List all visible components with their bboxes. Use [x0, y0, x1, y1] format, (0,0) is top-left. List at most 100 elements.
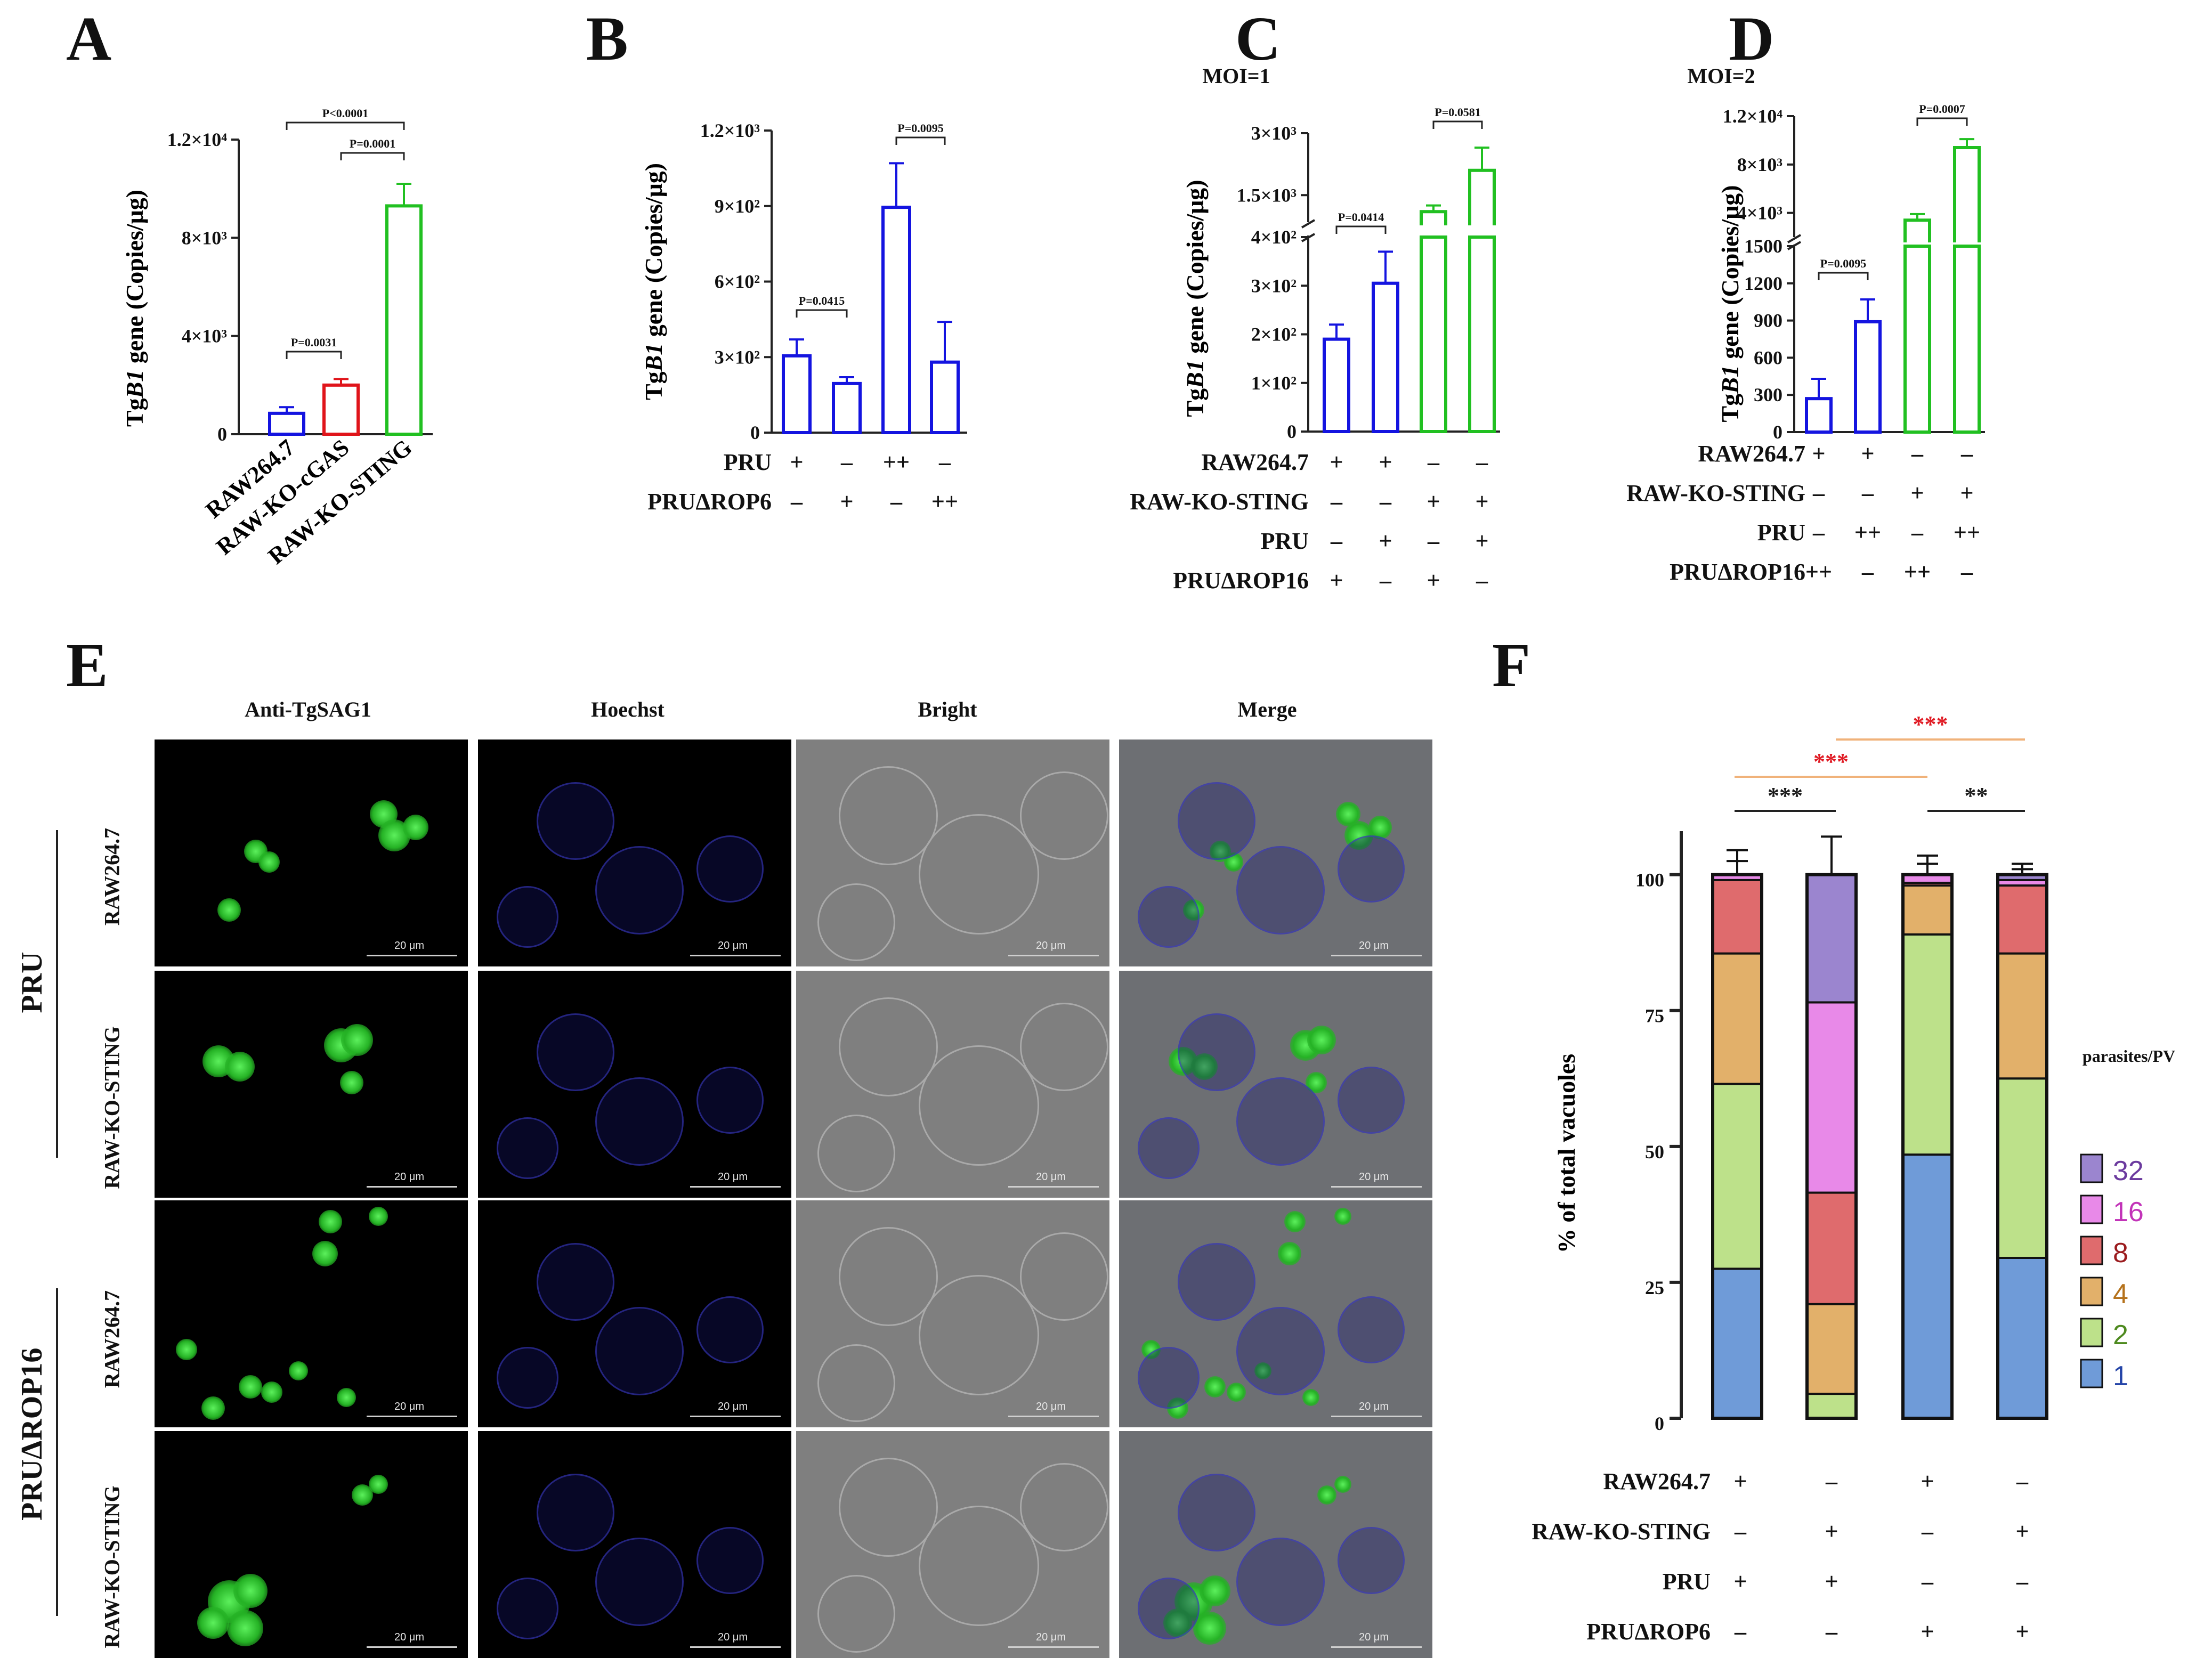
- nucleus-signal: [1236, 1307, 1325, 1395]
- chart-d-y-tick-label: 0: [1773, 421, 1782, 443]
- chart-c-sign-1-2: +: [1427, 489, 1440, 515]
- parasite-signal: [233, 1574, 268, 1608]
- chart-b-sign-1-2: –: [890, 489, 903, 515]
- chart-f-legend-swatch-8: [2080, 1236, 2103, 1265]
- scale-bar: [367, 1416, 457, 1417]
- chart-b-sign-0-3: –: [938, 449, 951, 475]
- chart-a-y-tick-label: 4×10³: [182, 326, 228, 347]
- chart-b-sign-1-0: –: [790, 489, 803, 515]
- chart-d-sign-2-3: ++: [1954, 519, 1980, 546]
- chart-f-bar-1-series-2: [1806, 1393, 1857, 1419]
- scale-bar: [1331, 1186, 1422, 1188]
- nucleus-signal: [1236, 846, 1325, 934]
- cell-outline: [1020, 1003, 1108, 1091]
- chart-d-sign-0-1: +: [1861, 441, 1874, 467]
- chart-b-y-title: TgB1 gene (Copies/μg): [640, 163, 667, 400]
- chart-b-y-tick-label: 6×10²: [715, 271, 760, 292]
- chart-f-bar-0-outline: [1711, 873, 1763, 1420]
- chart-f-sign-3-1: –: [1825, 1619, 1838, 1645]
- micrograph-r4-c1: 20 μm: [155, 1431, 468, 1658]
- chart-d-y-tick-label: 300: [1754, 384, 1782, 405]
- scale-bar-label: 20 μm: [394, 1631, 424, 1643]
- chart-d-sign-1-3: +: [1960, 480, 1973, 506]
- cell-outline: [839, 1227, 938, 1326]
- group-bracket-pru-drop16: [56, 1288, 58, 1616]
- chart-a-bar-1: [322, 383, 360, 436]
- nucleus-signal: [696, 835, 764, 903]
- nucleus-signal: [696, 1527, 764, 1594]
- parasite-signal: [1317, 1485, 1336, 1505]
- nucleus-signal: [497, 886, 558, 948]
- parasite-signal: [289, 1361, 308, 1380]
- chart-d-y-tick-label: 1.2×10⁴: [1723, 105, 1783, 127]
- chart-d-y-tick-label: 4×10³: [1737, 202, 1783, 224]
- chart-b-pvalue-1-label: P=0.0095: [897, 121, 943, 135]
- panel-letter-c: C: [1235, 4, 1281, 74]
- chart-f-bar-3-series-1: [1997, 1256, 2048, 1419]
- chart-a-pvalue-2-label: P<0.0001: [322, 107, 368, 120]
- chart-c-bar-3-lower: [1468, 235, 1496, 433]
- column-label-bright: Bright: [918, 697, 977, 721]
- scale-bar: [690, 1416, 781, 1417]
- nucleus-signal: [1338, 835, 1405, 903]
- chart-c-axis-break-mark: [1301, 219, 1316, 229]
- row-label-4: RAW-KO-STING: [100, 1485, 124, 1648]
- chart-f-legend-title: parasites/PV: [2083, 1046, 2175, 1066]
- column-label-hoechst: Hoechst: [591, 697, 665, 721]
- chart-f-bar-3-outline: [1996, 873, 2048, 1420]
- chart-b-y-tick-label: 3×10²: [715, 346, 760, 368]
- chart-d-bar-1: [1854, 320, 1882, 434]
- column-label-merge: Merge: [1237, 697, 1297, 721]
- chart-f-sign-0-3: –: [2016, 1468, 2029, 1494]
- chart-c-sign-3-3: –: [1476, 567, 1488, 594]
- panel-letter-e: E: [66, 630, 108, 700]
- scale-bar-label: 20 μm: [394, 1401, 424, 1412]
- micrograph-r2-c4: 20 μm: [1119, 971, 1432, 1198]
- chart-d-condition-label-2: PRU: [1757, 519, 1805, 546]
- chart-c-condition-label-0: RAW264.7: [1201, 449, 1309, 475]
- micrograph-r1-c3: 20 μm: [796, 740, 1109, 966]
- chart-d-y-tick-label: 900: [1754, 310, 1782, 331]
- nucleus-signal: [595, 1538, 684, 1626]
- chart-c-bar-2-upper: [1420, 210, 1447, 225]
- group-bracket-pru: [56, 830, 58, 1158]
- chart-d-y-tick-label: 1200: [1744, 273, 1782, 294]
- cell-outline: [1020, 1463, 1108, 1551]
- chart-a-y-tick-label: 1.2×10⁴: [167, 129, 228, 150]
- chart-d-sign-2-1: ++: [1854, 519, 1881, 546]
- chart-f-bar-0-series-1: [1712, 1267, 1763, 1420]
- chart-f-legend-swatch-16: [2080, 1194, 2103, 1224]
- chart-f-bar-0-series-4: [1712, 952, 1763, 1085]
- chart-d-bar-2-lower: [1903, 245, 1931, 434]
- nucleus-signal: [537, 1474, 614, 1551]
- nucleus-signal: [1236, 1538, 1325, 1626]
- chart-c-sign-2-1: +: [1379, 528, 1392, 554]
- chart-f-bar-2-outline: [1901, 873, 1954, 1420]
- chart-f-bar-2-series-2: [1902, 933, 1953, 1156]
- parasite-signal: [261, 1382, 282, 1403]
- parasite-signal: [225, 1052, 255, 1082]
- cell-outline: [919, 1275, 1039, 1395]
- parasite-signal: [239, 1375, 262, 1399]
- chart-f-bar-2-series-1: [1902, 1153, 1953, 1419]
- chart-b-pvalue-0-bracket: [796, 309, 848, 318]
- micrograph-r2-c3: 20 μm: [796, 971, 1109, 1198]
- micrograph-r4-c2: 20 μm: [478, 1431, 791, 1658]
- scale-bar: [367, 1186, 457, 1188]
- chart-d-subtitle: MOI=2: [1687, 64, 1755, 88]
- chart-b-bar-0: [782, 354, 812, 435]
- chart-d-axis-break-mark: [1787, 234, 1802, 243]
- row-label-3: RAW264.7: [100, 1290, 124, 1388]
- chart-c-pvalue-0-label: P=0.0414: [1338, 210, 1384, 224]
- scale-bar-label: 20 μm: [1359, 1171, 1389, 1183]
- scale-bar-label: 20 μm: [1359, 940, 1389, 952]
- chart-b-bar-1: [832, 381, 862, 434]
- chart-a-bar-0: [268, 411, 305, 436]
- parasite-signal: [1334, 1475, 1352, 1493]
- chart-c-y-tick-label: 0: [1287, 421, 1297, 442]
- chart-b-y-tick-label: 9×10²: [715, 196, 760, 217]
- chart-f-sign-2-2: –: [1921, 1569, 1934, 1595]
- chart-f-bar-1-series-4: [1806, 1303, 1857, 1395]
- scale-bar-label: 20 μm: [718, 940, 748, 952]
- parasite-signal: [1284, 1211, 1306, 1232]
